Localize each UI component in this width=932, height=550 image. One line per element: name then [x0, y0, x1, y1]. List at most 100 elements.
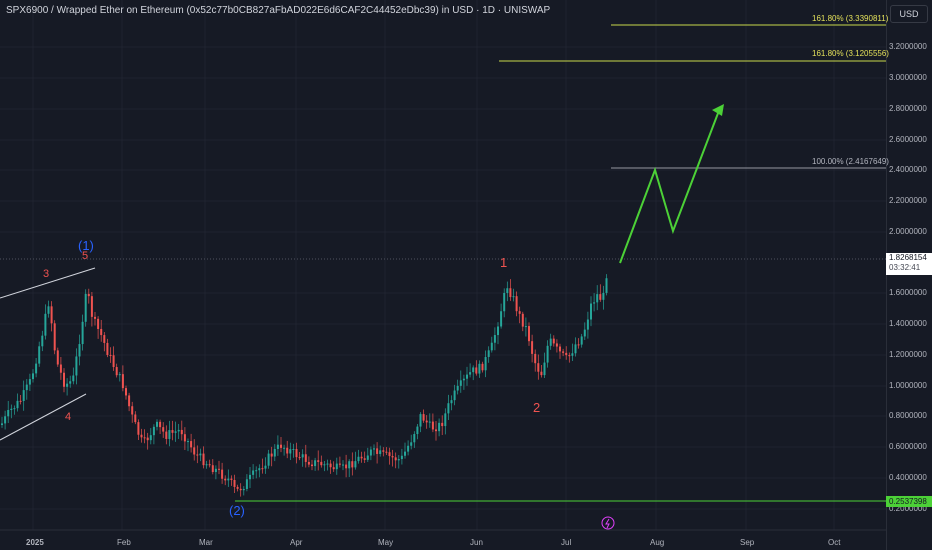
candle-body — [404, 451, 406, 456]
candle-body — [450, 400, 453, 404]
wave-label-sub-3: 3 — [43, 268, 50, 280]
candle-body — [165, 431, 168, 439]
candle-body — [115, 367, 118, 376]
price-chart[interactable] — [0, 0, 886, 550]
candle-body — [444, 413, 447, 427]
projection-path — [619, 107, 721, 264]
candle-body — [286, 447, 289, 454]
price-tick: 2.2000000 — [889, 196, 927, 205]
candle-body — [509, 288, 512, 298]
candle-body — [342, 464, 344, 466]
candle-body — [214, 468, 217, 473]
candle-body — [500, 311, 503, 327]
candle-body — [270, 453, 273, 457]
candle-body — [562, 351, 565, 353]
candle-body — [490, 342, 493, 351]
price-tick: 3.0000000 — [889, 73, 927, 82]
currency-button[interactable]: USD — [890, 5, 928, 23]
candle-body — [493, 335, 496, 343]
candle-body — [276, 444, 279, 449]
candle-body — [7, 409, 10, 417]
candle-body — [586, 319, 589, 330]
candle-body — [323, 464, 326, 466]
candle-body — [50, 306, 53, 324]
candle-body — [273, 448, 276, 457]
candle-body — [16, 400, 19, 409]
candle-body — [227, 478, 230, 481]
candle-body — [159, 421, 162, 428]
candle-body — [233, 479, 236, 487]
candle-body — [524, 326, 527, 328]
candle-body — [518, 311, 521, 314]
time-tick: Mar — [199, 538, 213, 547]
candle-body — [149, 435, 152, 441]
candle-body — [264, 465, 267, 469]
candle-body — [128, 395, 131, 407]
candle-body — [252, 470, 255, 475]
candle-body — [304, 454, 307, 462]
candle-body — [469, 372, 472, 375]
candle-body — [63, 372, 65, 387]
candle-body — [292, 448, 295, 450]
candle-body — [481, 363, 484, 371]
candle-body — [193, 447, 196, 455]
candle-body — [599, 294, 602, 300]
candle-body — [208, 464, 211, 466]
candle-body — [196, 454, 199, 456]
candle-body — [255, 470, 258, 472]
wave-label-sub-4: 4 — [65, 411, 72, 423]
price-tick: 0.6000000 — [889, 442, 927, 451]
price-tick: 1.4000000 — [889, 319, 927, 328]
wave-label-1-major: (1) — [78, 238, 94, 253]
time-tick: Jun — [470, 538, 483, 547]
candle-body — [385, 451, 388, 453]
candle-body — [540, 371, 543, 376]
candle-body — [87, 293, 90, 297]
candle-body — [484, 356, 487, 371]
candle-body — [422, 414, 425, 421]
lightning-glyph — [605, 518, 610, 529]
candle-body — [329, 463, 332, 468]
candle-body — [466, 374, 468, 379]
candle-body — [84, 293, 87, 322]
price-axis[interactable] — [886, 0, 932, 550]
candle-body — [180, 429, 183, 435]
candle-body — [438, 422, 441, 432]
candle-body — [596, 294, 599, 303]
candle-body — [552, 338, 555, 344]
candle-body — [593, 302, 596, 304]
candle-body — [314, 460, 317, 467]
candle-body — [242, 488, 245, 491]
candle-body — [416, 426, 419, 435]
candle-body — [602, 292, 605, 300]
candle-body — [171, 430, 174, 433]
time-tick: May — [378, 538, 394, 547]
candle-body — [205, 464, 208, 466]
candle-body — [317, 460, 320, 462]
candle-body — [531, 341, 534, 354]
wedge-lower-trendline — [0, 393, 87, 441]
candle-body — [546, 345, 549, 363]
candle-body — [140, 434, 143, 438]
candle-body — [459, 380, 462, 386]
candle-body — [134, 414, 137, 423]
candle-body — [462, 378, 465, 381]
lightning-icon[interactable] — [601, 516, 615, 530]
candle-body — [289, 449, 292, 454]
candle-body — [168, 430, 171, 439]
candle-body — [431, 421, 434, 430]
candle-body — [78, 344, 81, 357]
candle-body — [369, 449, 372, 456]
price-tick: 2.0000000 — [889, 227, 927, 236]
candle-body — [239, 488, 242, 491]
last-price-tag: 1.8268154 03:32:41 — [886, 253, 932, 275]
candle-body — [559, 346, 561, 352]
candle-body — [249, 474, 251, 480]
candle-body — [47, 306, 50, 314]
candle-body — [13, 408, 16, 410]
symbol-title: SPX6900 / Wrapped Ether on Ethereum (0x5… — [6, 5, 551, 16]
candle-body — [152, 426, 155, 436]
candle-body — [146, 437, 149, 441]
time-tick: Oct — [828, 538, 841, 547]
candle-body — [90, 296, 93, 317]
